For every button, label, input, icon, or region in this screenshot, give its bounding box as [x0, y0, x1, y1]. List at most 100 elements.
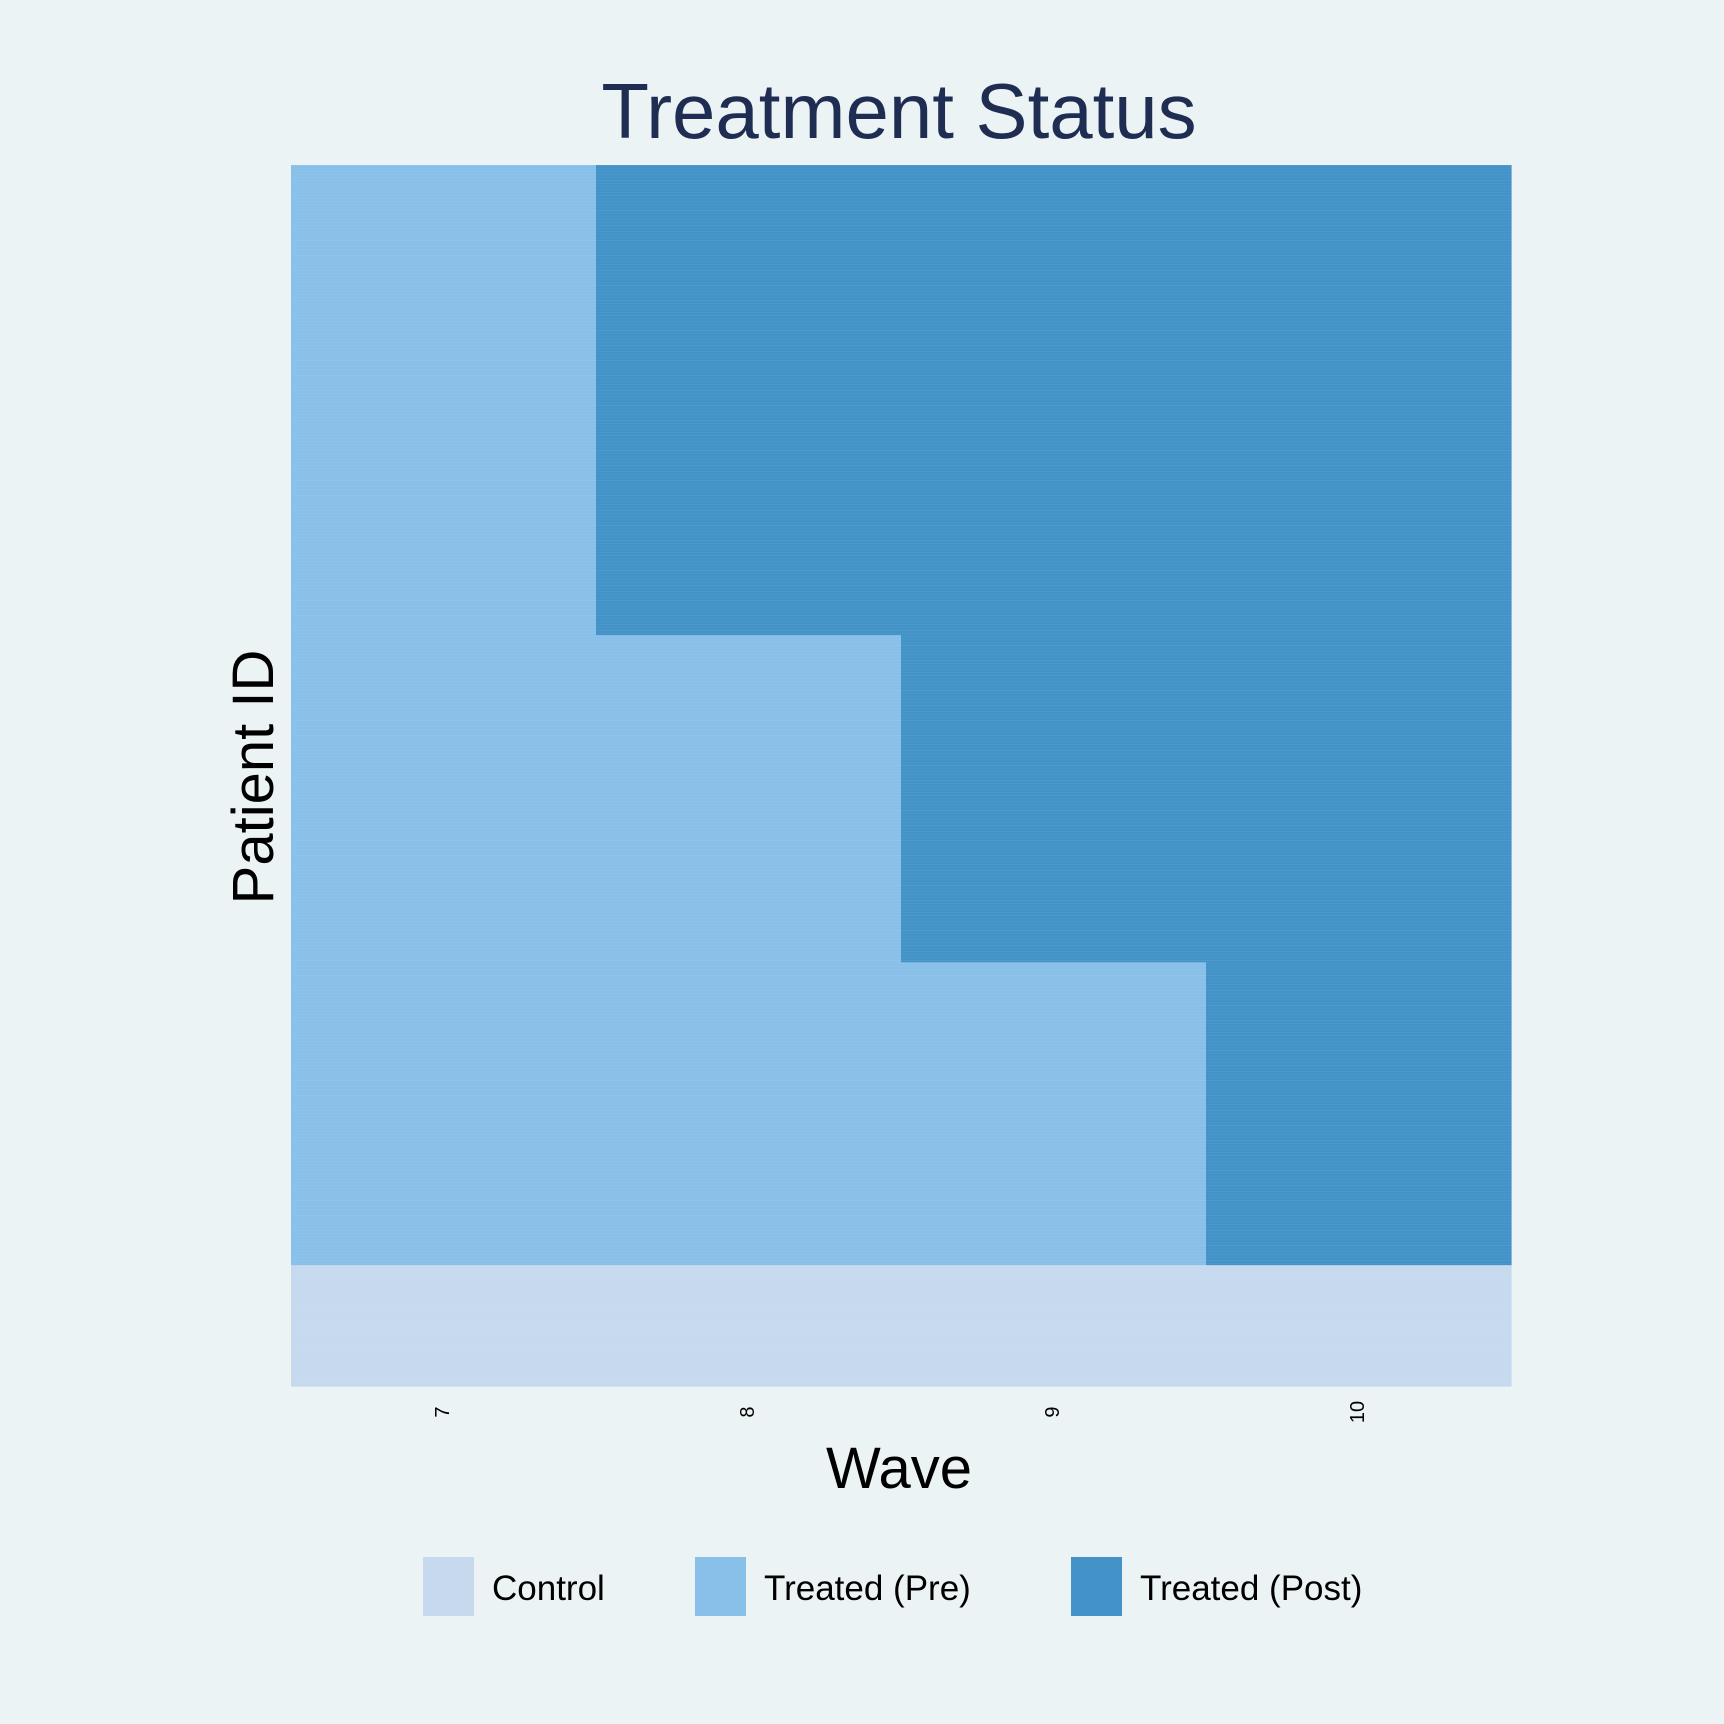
- row-stripe: [291, 174, 1511, 175]
- row-stripe: [291, 1242, 1511, 1243]
- row-stripe: [291, 1152, 1511, 1153]
- row-stripe: [291, 1161, 1511, 1162]
- row-stripe: [291, 708, 1511, 709]
- row-stripe: [291, 1017, 1511, 1018]
- row-stripe: [291, 984, 1511, 985]
- row-stripe: [291, 516, 1511, 517]
- legend-swatch-control: [423, 1557, 474, 1616]
- row-stripe: [291, 771, 1511, 772]
- row-stripe: [291, 381, 1511, 382]
- row-stripe: [291, 1074, 1511, 1075]
- row-stripe: [291, 210, 1511, 211]
- row-stripe: [291, 924, 1511, 925]
- row-stripe: [291, 696, 1511, 697]
- row-stripe: [291, 369, 1511, 370]
- row-stripe: [291, 789, 1511, 790]
- row-stripe: [291, 1098, 1511, 1099]
- legend: Control Treated (Pre) Treated (Post): [423, 1557, 1362, 1616]
- heatmap-cell-group4-wave-10: [1206, 1265, 1512, 1387]
- row-stripe: [291, 204, 1511, 205]
- row-stripe: [291, 1314, 1511, 1315]
- row-stripe: [291, 1308, 1511, 1309]
- row-stripe: [291, 471, 1511, 472]
- row-stripe: [291, 1107, 1511, 1108]
- legend-label-treated-pre: Treated (Pre): [764, 1569, 971, 1608]
- row-stripe: [291, 777, 1511, 778]
- row-stripe: [291, 1272, 1511, 1273]
- row-stripe: [291, 609, 1511, 610]
- row-stripe: [291, 717, 1511, 718]
- row-stripe: [291, 1032, 1511, 1033]
- row-stripe: [291, 1230, 1511, 1231]
- row-stripe: [291, 366, 1511, 367]
- row-stripe: [291, 852, 1511, 853]
- row-stripe: [291, 1020, 1511, 1021]
- row-stripe: [291, 795, 1511, 796]
- row-stripe: [291, 261, 1511, 262]
- row-stripe: [291, 228, 1511, 229]
- heatmap-cell-group1-wave-9: [901, 165, 1207, 636]
- row-stripe: [291, 1134, 1511, 1135]
- row-stripe: [291, 660, 1511, 661]
- row-stripe: [291, 483, 1511, 484]
- row-stripe: [291, 1293, 1511, 1294]
- row-stripe: [291, 606, 1511, 607]
- row-stripe: [291, 399, 1511, 400]
- row-stripe: [291, 1233, 1511, 1234]
- row-stripe: [291, 267, 1511, 268]
- row-stripe: [291, 1356, 1511, 1357]
- row-stripe: [291, 1062, 1511, 1063]
- row-stripe: [291, 318, 1511, 319]
- row-stripe: [291, 507, 1511, 508]
- row-stripe: [291, 1110, 1511, 1111]
- row-stripe: [291, 420, 1511, 421]
- row-stripe: [291, 1053, 1511, 1054]
- row-stripe: [291, 1335, 1511, 1336]
- row-stripe: [291, 237, 1511, 238]
- row-stripe: [291, 186, 1511, 187]
- row-stripe: [291, 750, 1511, 751]
- row-stripe: [291, 165, 1511, 166]
- row-stripe: [291, 1257, 1511, 1258]
- row-stripe: [291, 1140, 1511, 1141]
- row-stripe: [291, 1206, 1511, 1207]
- row-stripe: [291, 1026, 1511, 1027]
- row-stripe: [291, 453, 1511, 454]
- heatmap-cell-group3-wave-10: [1206, 962, 1512, 1266]
- row-stripe: [291, 1275, 1511, 1276]
- row-stripe: [291, 1146, 1511, 1147]
- row-stripe: [291, 1215, 1511, 1216]
- row-stripe: [291, 1239, 1511, 1240]
- row-stripe: [291, 879, 1511, 880]
- row-stripe: [291, 282, 1511, 283]
- row-stripe: [291, 816, 1511, 817]
- row-stripe: [291, 657, 1511, 658]
- row-stripe: [291, 921, 1511, 922]
- row-stripe: [291, 1014, 1511, 1015]
- row-stripe: [291, 669, 1511, 670]
- row-stripe: [291, 321, 1511, 322]
- row-stripe: [291, 201, 1511, 202]
- row-stripe: [291, 1374, 1511, 1375]
- row-stripe: [291, 1338, 1511, 1339]
- row-stripe: [291, 774, 1511, 775]
- heatmap-cell-group3-wave-9: [901, 962, 1207, 1266]
- row-stripe: [291, 729, 1511, 730]
- row-stripe: [291, 1326, 1511, 1327]
- row-stripe: [291, 693, 1511, 694]
- row-stripe: [291, 447, 1511, 448]
- row-stripe: [291, 702, 1511, 703]
- row-stripe: [291, 498, 1511, 499]
- x-tick-label-9: 9: [1042, 1406, 1064, 1417]
- row-stripe: [291, 1149, 1511, 1150]
- row-stripe: [291, 903, 1511, 904]
- row-stripe: [291, 249, 1511, 250]
- row-stripe: [291, 963, 1511, 964]
- x-tick-label-8: 8: [737, 1406, 759, 1417]
- row-stripe: [291, 1266, 1511, 1267]
- row-stripe: [291, 552, 1511, 553]
- row-stripe: [291, 1221, 1511, 1222]
- row-stripe: [291, 1005, 1511, 1006]
- heatmap-cell-group2-wave-7: [291, 635, 597, 963]
- row-stripe: [291, 537, 1511, 538]
